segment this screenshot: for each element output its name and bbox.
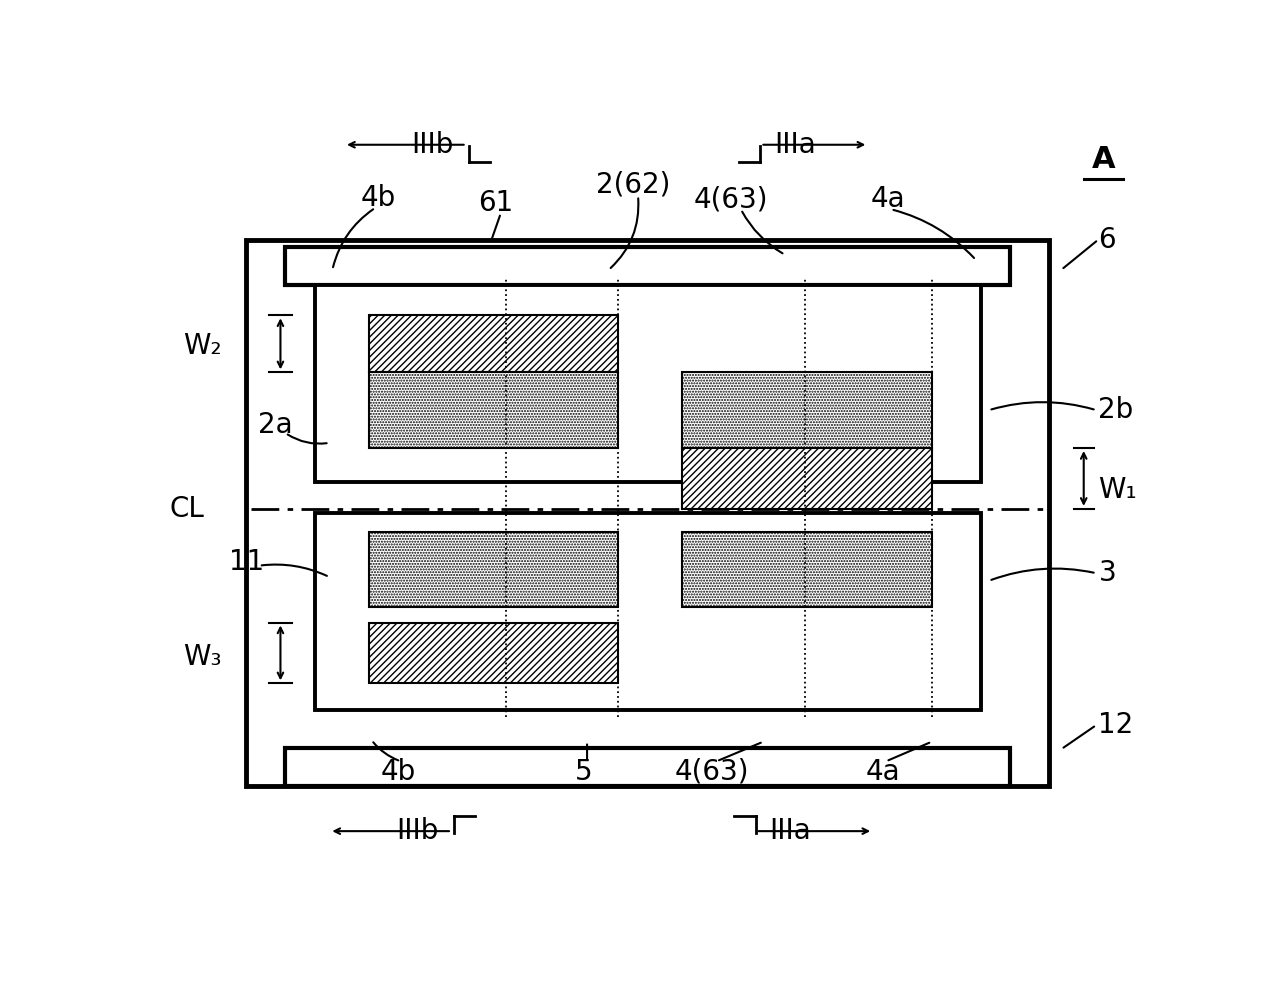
Bar bbox=[369, 532, 618, 608]
Bar bbox=[369, 315, 618, 372]
Text: IIIa: IIIa bbox=[769, 818, 810, 845]
Text: 12: 12 bbox=[1098, 711, 1134, 739]
Bar bbox=[683, 372, 932, 448]
Bar bbox=[683, 532, 932, 608]
Bar bbox=[369, 372, 618, 448]
Text: 4(63): 4(63) bbox=[694, 185, 769, 214]
Text: 6: 6 bbox=[1098, 226, 1116, 253]
Text: W₃: W₃ bbox=[183, 642, 221, 671]
Bar bbox=[286, 247, 1010, 285]
Text: 2a: 2a bbox=[258, 412, 293, 439]
Text: 4a: 4a bbox=[866, 758, 900, 786]
Bar bbox=[683, 448, 932, 509]
Text: CL: CL bbox=[169, 494, 205, 523]
Text: 4(63): 4(63) bbox=[674, 758, 748, 786]
Text: 4a: 4a bbox=[871, 185, 905, 214]
Text: IIIb: IIIb bbox=[411, 131, 454, 159]
Bar bbox=[369, 623, 618, 684]
Text: 5: 5 bbox=[575, 758, 593, 786]
Text: 4b: 4b bbox=[380, 758, 416, 786]
Text: W₁: W₁ bbox=[1098, 476, 1138, 504]
Text: IIIb: IIIb bbox=[397, 818, 439, 845]
Text: 61: 61 bbox=[478, 189, 513, 217]
Bar bbox=[246, 239, 1049, 786]
Text: 2(62): 2(62) bbox=[595, 171, 670, 199]
Text: IIIa: IIIa bbox=[774, 131, 815, 159]
Bar bbox=[286, 748, 1010, 786]
Text: 2b: 2b bbox=[1098, 396, 1134, 425]
Text: A: A bbox=[1092, 146, 1115, 174]
Text: W₂: W₂ bbox=[183, 332, 221, 360]
Bar bbox=[315, 512, 981, 710]
Bar bbox=[315, 285, 981, 483]
Text: 4b: 4b bbox=[360, 184, 396, 212]
Text: 11: 11 bbox=[229, 548, 264, 576]
Text: 3: 3 bbox=[1098, 559, 1116, 587]
